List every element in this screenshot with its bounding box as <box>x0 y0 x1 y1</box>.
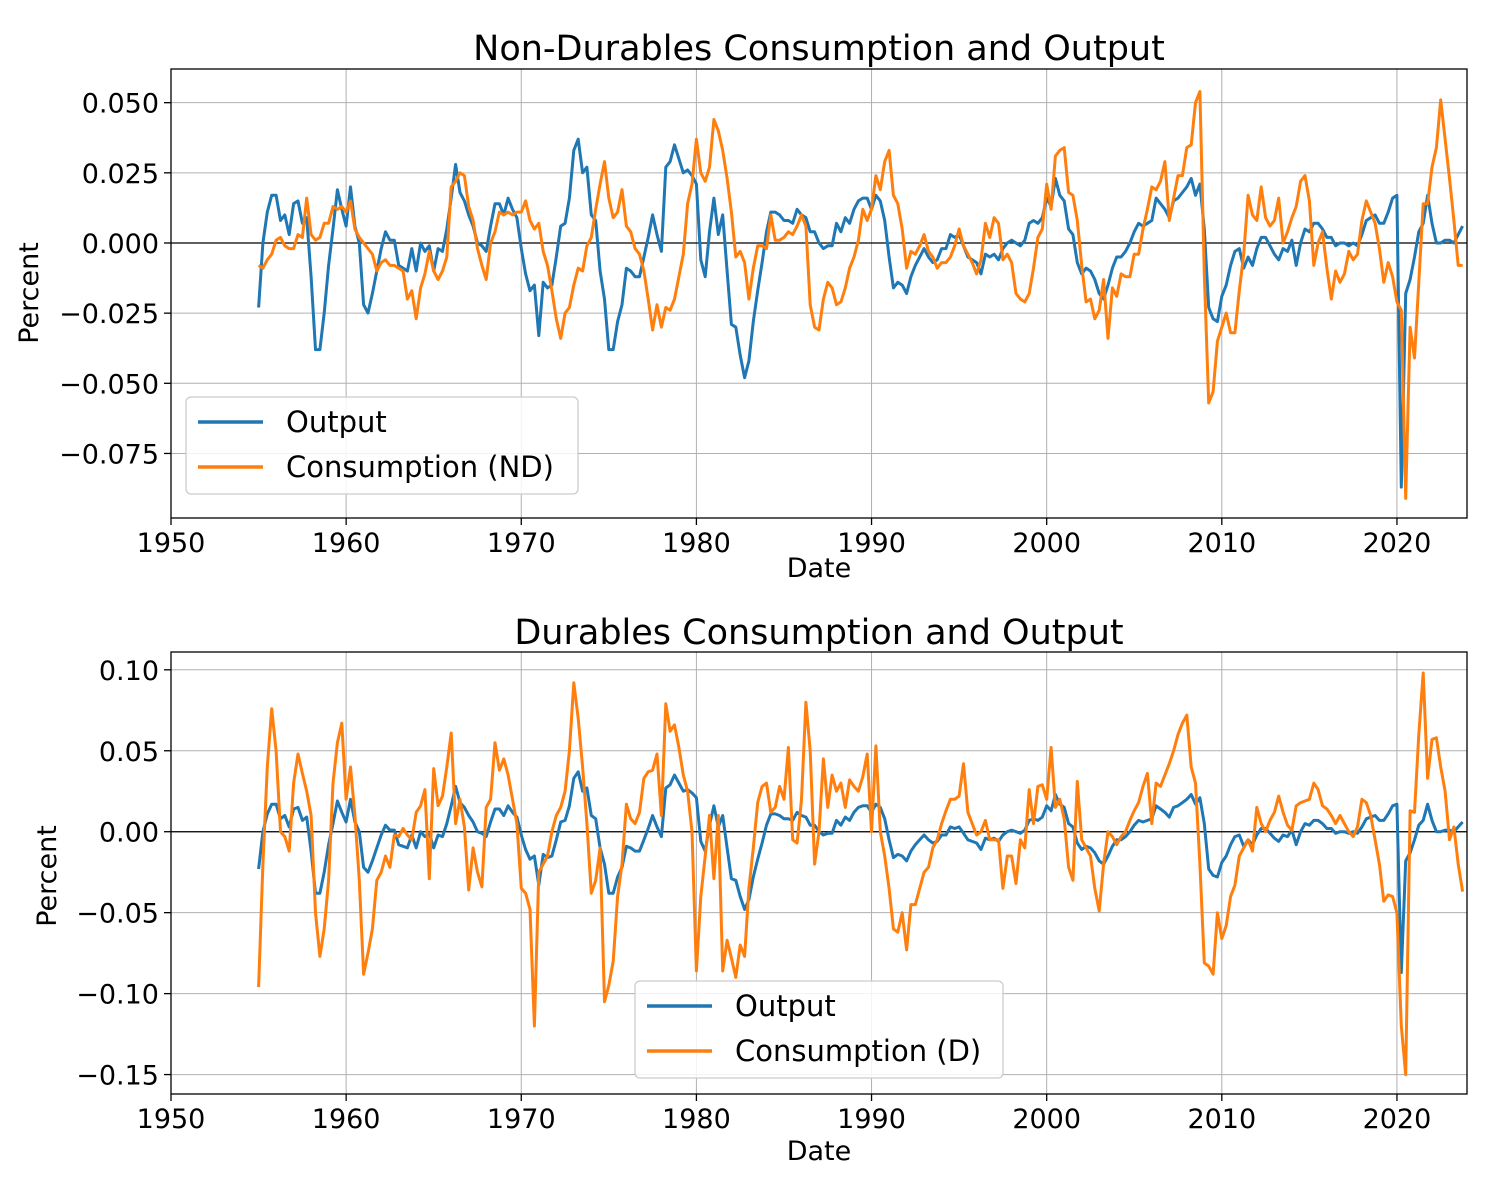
y-tick-label: −0.075 <box>59 439 159 470</box>
y-tick-label: 0.025 <box>82 159 159 190</box>
x-axis-label: Date <box>787 1136 852 1167</box>
legend-label: Output <box>735 989 836 1023</box>
y-tick-label: 0.10 <box>99 656 159 687</box>
plot-frame <box>170 68 1468 519</box>
x-tick-label: 1970 <box>487 528 556 559</box>
legend: Output Consumption (D) <box>634 980 1004 1079</box>
legend-label: Consumption (ND) <box>286 450 554 484</box>
y-tick-label: 0.00 <box>99 818 159 849</box>
legend: Output Consumption (ND) <box>185 396 579 495</box>
x-tick-label: 1960 <box>312 528 381 559</box>
series-line-consumption-d <box>257 671 1465 1077</box>
x-axis-ticks: 1950 1960 1970 1980 1990 2000 2010 2020 <box>137 1094 1432 1135</box>
y-axis-ticks: 0.10 0.05 0.00 −0.05 −0.10 −0.15 <box>76 656 171 1092</box>
x-tick-label: 2020 <box>1363 1104 1432 1135</box>
x-tick-label: 1960 <box>312 1104 381 1135</box>
chart-title: Non-Durables Consumption and Output <box>473 29 1165 69</box>
legend-label: Consumption (D) <box>735 1034 981 1068</box>
legend-box <box>185 396 579 495</box>
x-tick-label: 2010 <box>1187 528 1256 559</box>
x-tick-label: 1970 <box>487 1104 556 1135</box>
x-tick-label: 1980 <box>662 528 731 559</box>
x-tick-label: 1950 <box>137 1104 206 1135</box>
series-line-output <box>257 137 1464 489</box>
x-tick-label: 2000 <box>1012 1104 1081 1135</box>
plot-frame <box>170 651 1468 1095</box>
y-axis-ticks: 0.050 0.025 0.000 −0.025 −0.050 −0.075 <box>59 89 171 470</box>
y-tick-label: −0.025 <box>59 299 159 330</box>
x-tick-label: 1990 <box>837 528 906 559</box>
x-tick-label: 2020 <box>1363 528 1432 559</box>
chart-title: Durables Consumption and Output <box>514 613 1123 653</box>
chart-non-durables: Non-Durables Consumption and Output 1950… <box>14 29 1468 584</box>
x-tick-label: 1950 <box>137 528 206 559</box>
series-lines <box>257 671 1465 1077</box>
y-axis-label: Percent <box>32 825 63 927</box>
legend-label: Output <box>286 405 387 439</box>
chart-durables: Durables Consumption and Output 1950 1960… <box>32 613 1468 1167</box>
y-tick-label: 0.05 <box>99 737 159 768</box>
series-lines <box>257 90 1464 500</box>
series-line-consumption-nd <box>257 90 1463 500</box>
x-axis-ticks: 1950 1960 1970 1980 1990 2000 2010 2020 <box>137 518 1432 559</box>
y-tick-label: −0.05 <box>76 899 159 930</box>
y-tick-label: −0.050 <box>59 369 159 400</box>
y-tick-label: 0.050 <box>82 89 159 120</box>
x-tick-label: 2010 <box>1187 1104 1256 1135</box>
y-tick-label: −0.15 <box>76 1061 159 1092</box>
x-tick-label: 1990 <box>837 1104 906 1135</box>
legend-box <box>634 980 1004 1079</box>
x-tick-label: 1980 <box>662 1104 731 1135</box>
y-tick-label: 0.000 <box>82 229 159 260</box>
x-tick-label: 2000 <box>1012 528 1081 559</box>
y-axis-label: Percent <box>14 242 45 344</box>
y-tick-label: −0.10 <box>76 980 159 1011</box>
x-axis-label: Date <box>787 553 852 584</box>
